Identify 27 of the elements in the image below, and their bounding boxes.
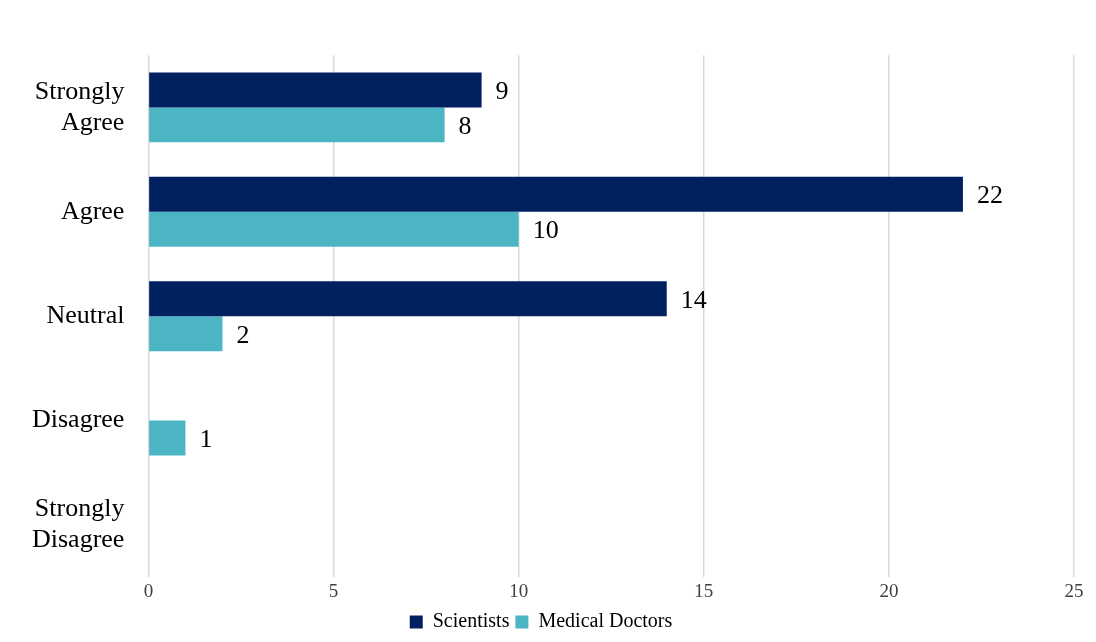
data-label: 10 bbox=[532, 215, 559, 245]
x-tick-label: 0 bbox=[143, 579, 154, 601]
bar bbox=[149, 211, 519, 247]
x-tick-label: 15 bbox=[694, 579, 714, 601]
legend-label: Medical Doctors bbox=[538, 609, 673, 632]
y-tick-label: Strongly Agree bbox=[34, 75, 125, 136]
bar bbox=[149, 72, 482, 108]
data-label: 8 bbox=[458, 110, 472, 140]
x-tick-label: 20 bbox=[879, 579, 899, 601]
data-label: 2 bbox=[236, 319, 250, 349]
y-tick-label: Strongly Disagree bbox=[31, 493, 125, 554]
y-tick-label: Agree bbox=[60, 195, 125, 225]
x-tick-label: 25 bbox=[1064, 579, 1084, 601]
bar bbox=[149, 316, 223, 352]
bar bbox=[149, 420, 186, 456]
x-tick-label: 5 bbox=[328, 579, 339, 601]
y-tick-label: Neutral bbox=[46, 300, 125, 330]
data-label: 14 bbox=[680, 284, 707, 314]
data-label: 1 bbox=[199, 423, 213, 453]
bar bbox=[149, 281, 667, 317]
bar bbox=[149, 176, 963, 212]
legend-label: Scientists bbox=[432, 609, 510, 632]
data-label: 22 bbox=[976, 180, 1003, 210]
bar bbox=[149, 107, 445, 143]
x-tick-label: 10 bbox=[509, 579, 529, 601]
data-label: 9 bbox=[495, 75, 509, 105]
y-tick-label: Disagree bbox=[31, 404, 125, 434]
